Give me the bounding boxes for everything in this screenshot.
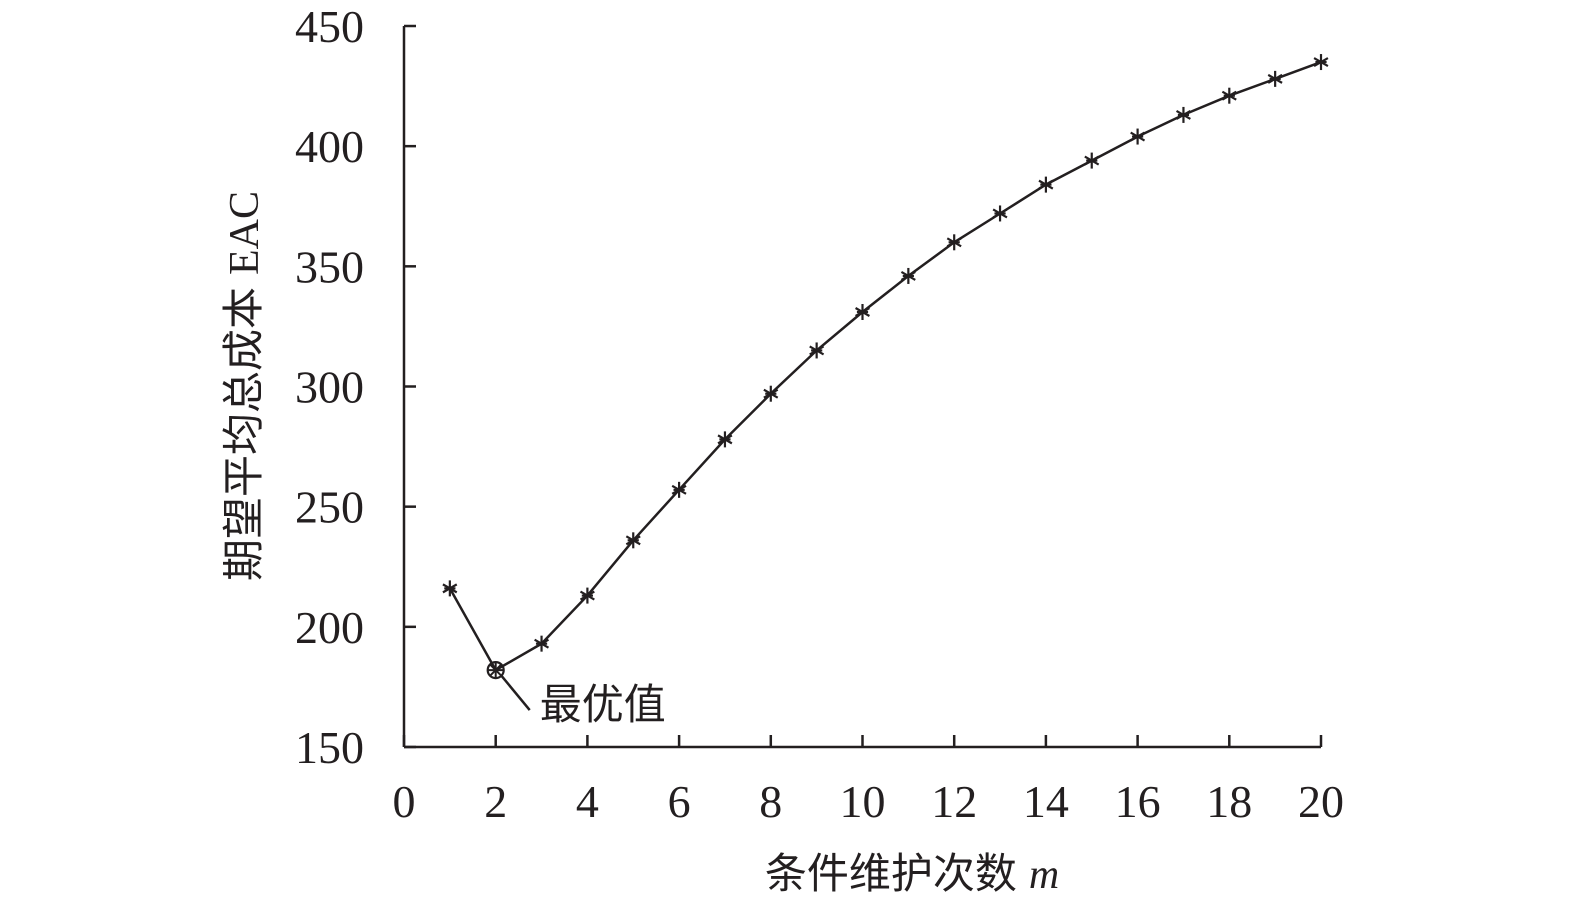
data-point-marker [1084,152,1100,169]
y-axis-title-suffix: EAC [222,191,268,275]
data-point-marker [1221,87,1237,104]
annotation-layer: 最优值 [500,675,666,729]
annotation-leader-line [500,675,531,711]
optimal-marker-cross-d2 [489,663,503,677]
data-point-marker [1130,128,1146,145]
data-point-marker [579,587,595,604]
x-axis-title-text: 条件维护次数 [765,849,1017,898]
x-tick-label: 6 [668,776,691,827]
data-point-marker [1267,70,1283,87]
y-tick-label: 150 [295,722,364,773]
data-point-marker [1313,54,1329,71]
data-point-marker [1038,176,1054,193]
data-point-marker [671,481,687,498]
data-point-marker [992,205,1008,222]
y-tick-label: 350 [295,241,364,292]
x-tick-label: 2 [484,776,507,827]
x-tick-label: 0 [393,776,416,827]
data-point-marker [763,385,779,402]
data-point-marker [442,580,458,597]
x-tick-label: 18 [1206,776,1252,827]
y-tick-label: 400 [295,121,364,172]
y-tick-label: 450 [295,1,364,52]
axes: 150 200 250 300 350 400 450 0 2 4 6 8 10 12 14 16 18 20 [295,1,1344,827]
annotation-label: 最优值 [540,680,666,729]
x-tick-label: 4 [576,776,599,827]
marker-layer [442,54,1329,680]
x-axis-title: 条件维护次数 m [765,849,1059,898]
optimal-point-marker [486,660,505,680]
y-axis-title: 期望平均总成本 EAC [219,191,268,581]
series-layer [448,60,1322,672]
data-point-marker [1175,106,1191,123]
data-point-marker [900,267,916,284]
data-point-marker [534,635,550,652]
x-axis-title-var: m [1029,852,1059,898]
x-tick-label: 12 [931,776,977,827]
y-tick-label: 300 [295,362,364,413]
y-tick-label: 200 [295,602,364,653]
x-tick-label: 16 [1115,776,1161,827]
data-point-marker [855,303,870,320]
series-line [448,60,1322,672]
y-tick-label: 250 [295,482,364,533]
x-tick-label: 8 [759,776,782,827]
data-point-marker [625,532,641,549]
x-tick-label: 20 [1298,776,1344,827]
data-point-marker [809,342,825,359]
data-point-marker [946,234,962,251]
y-axis-title-text: 期望平均总成本 [219,287,268,581]
x-tick-label: 10 [840,776,886,827]
data-point-marker [717,431,733,448]
x-tick-label: 14 [1023,776,1069,827]
